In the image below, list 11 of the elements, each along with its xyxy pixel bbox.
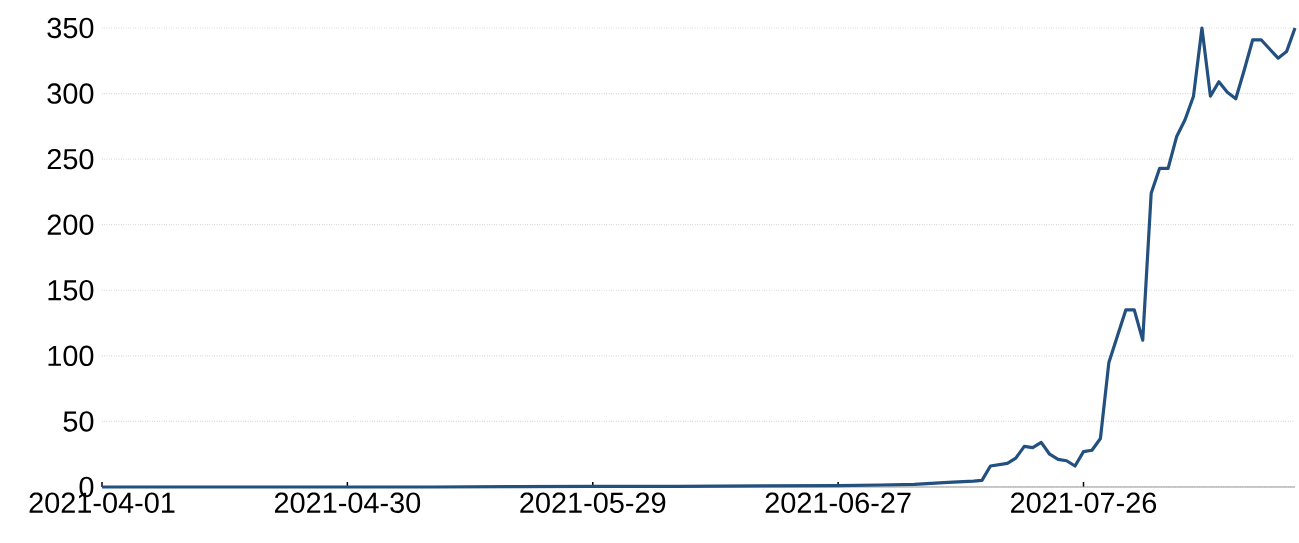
y-tick-label: 250 bbox=[47, 148, 94, 170]
x-tick-label: 2021-06-27 bbox=[765, 492, 911, 513]
x-tick-label: 2021-04-30 bbox=[274, 492, 421, 513]
y-tick-label: 300 bbox=[47, 83, 94, 104]
x-tick-label: 2021-07-26 bbox=[1011, 492, 1157, 513]
y-tick-label: 200 bbox=[47, 214, 94, 235]
y-tick-label: 50 bbox=[63, 411, 94, 432]
y-tick-label: 150 bbox=[48, 280, 94, 301]
y-tick-label: 350 bbox=[47, 17, 94, 39]
y-tick-label: 100 bbox=[48, 345, 94, 367]
x-tick-label: 2021-05-29 bbox=[520, 492, 666, 513]
